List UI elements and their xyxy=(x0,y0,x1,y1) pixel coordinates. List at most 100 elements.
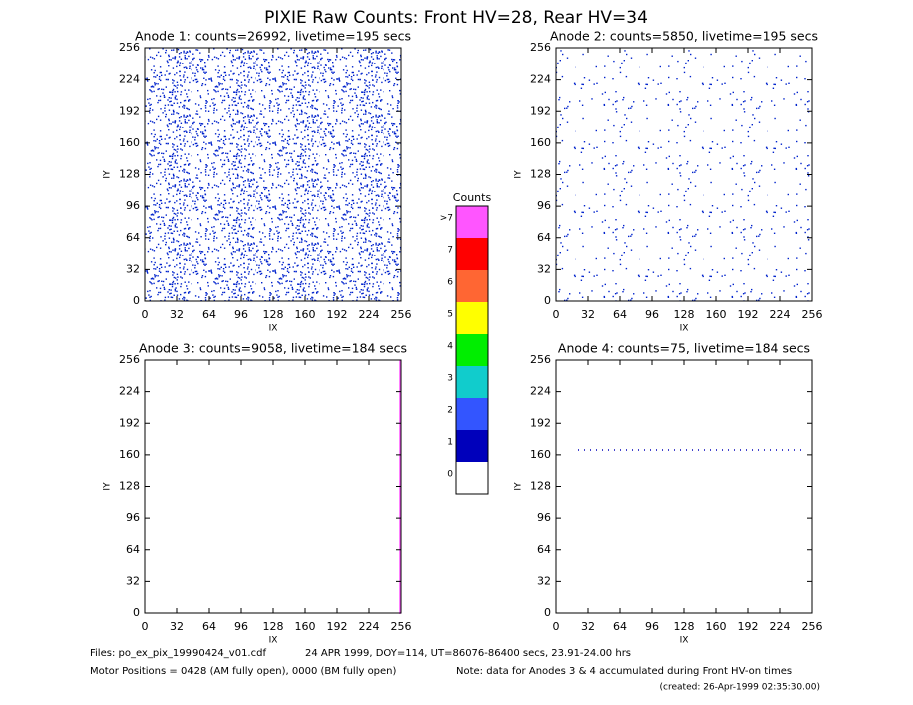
x-tick-label: 128 xyxy=(263,308,284,321)
colorbar-title: Counts xyxy=(453,191,492,204)
y-tick-label: 96 xyxy=(537,511,551,524)
x-tick-label: 256 xyxy=(802,308,823,321)
x-tick-label: 96 xyxy=(234,308,248,321)
y-tick-label: 160 xyxy=(530,136,551,149)
y-tick-label: 192 xyxy=(530,416,551,429)
y-tick-label: 128 xyxy=(119,168,140,181)
colorbar-label: >7 xyxy=(440,214,453,224)
x-tick-label: 224 xyxy=(770,620,791,633)
x-tick-label: 64 xyxy=(202,308,216,321)
y-tick-label: 0 xyxy=(133,606,140,619)
x-axis-label: IX xyxy=(269,324,278,334)
x-tick-label: 64 xyxy=(202,620,216,633)
x-tick-label: 32 xyxy=(581,308,595,321)
x-tick-label: 192 xyxy=(327,620,348,633)
x-tick-label: 192 xyxy=(738,308,759,321)
x-tick-label: 224 xyxy=(770,308,791,321)
panel-title: Anode 1: counts=26992, livetime=195 secs xyxy=(135,29,411,44)
y-tick-label: 192 xyxy=(530,104,551,117)
y-tick-label: 96 xyxy=(126,511,140,524)
y-tick-label: 0 xyxy=(133,294,140,307)
y-tick-label: 256 xyxy=(119,353,140,366)
x-tick-label: 128 xyxy=(263,620,284,633)
x-tick-label: 32 xyxy=(170,620,184,633)
x-tick-label: 256 xyxy=(802,620,823,633)
y-tick-label: 192 xyxy=(119,104,140,117)
colorbar-swatch xyxy=(456,366,488,398)
y-tick-label: 224 xyxy=(119,385,140,398)
y-tick-label: 224 xyxy=(119,73,140,86)
colorbar-swatch xyxy=(456,334,488,366)
colorbar-label: 0 xyxy=(447,470,453,480)
y-tick-label: 224 xyxy=(530,385,551,398)
colorbar-swatch xyxy=(456,270,488,302)
y-tick-label: 0 xyxy=(544,294,551,307)
x-tick-label: 160 xyxy=(706,308,727,321)
x-tick-label: 224 xyxy=(359,308,380,321)
y-tick-label: 128 xyxy=(119,480,140,493)
x-tick-label: 96 xyxy=(645,308,659,321)
x-tick-label: 160 xyxy=(295,308,316,321)
count-map xyxy=(556,48,812,301)
y-tick-label: 0 xyxy=(544,606,551,619)
x-tick-label: 160 xyxy=(706,620,727,633)
colorbar-label: 7 xyxy=(447,246,453,256)
colorbar-label: 3 xyxy=(447,374,453,384)
x-axis-label: IX xyxy=(680,636,689,646)
colorbar-swatch xyxy=(456,398,488,430)
plot-frame xyxy=(555,359,813,614)
y-tick-label: 32 xyxy=(126,262,140,275)
y-tick-label: 32 xyxy=(126,574,140,587)
panel-title: Anode 3: counts=9058, livetime=184 secs xyxy=(139,341,407,356)
x-tick-label: 0 xyxy=(553,308,560,321)
y-tick-label: 32 xyxy=(537,262,551,275)
y-tick-label: 96 xyxy=(537,199,551,212)
footer-created: (created: 26-Apr-1999 02:35:30.00) xyxy=(660,683,820,693)
y-tick-label: 192 xyxy=(119,416,140,429)
y-tick-label: 96 xyxy=(126,199,140,212)
panel-title: Anode 2: counts=5850, livetime=195 secs xyxy=(550,29,818,44)
x-tick-label: 96 xyxy=(234,620,248,633)
y-tick-label: 64 xyxy=(537,231,551,244)
x-tick-label: 192 xyxy=(327,308,348,321)
colorbar-swatch xyxy=(456,238,488,270)
x-tick-label: 256 xyxy=(391,620,412,633)
footer-files: Files: po_ex_pix_19990424_v01.cdf xyxy=(90,648,266,659)
x-tick-label: 0 xyxy=(142,308,149,321)
x-tick-label: 32 xyxy=(581,620,595,633)
x-tick-label: 96 xyxy=(645,620,659,633)
y-axis-label: IY xyxy=(103,482,113,491)
y-tick-label: 128 xyxy=(530,480,551,493)
y-tick-label: 256 xyxy=(530,353,551,366)
x-tick-label: 128 xyxy=(674,620,695,633)
x-tick-label: 64 xyxy=(613,620,627,633)
x-tick-label: 32 xyxy=(170,308,184,321)
count-map xyxy=(145,48,401,301)
y-tick-label: 32 xyxy=(537,574,551,587)
colorbar-label: 6 xyxy=(447,278,453,288)
colorbar-swatch xyxy=(456,206,488,238)
colorbar-label: 2 xyxy=(447,406,453,416)
colorbar-frame xyxy=(455,205,489,495)
colorbar-label: 4 xyxy=(447,342,453,352)
x-tick-label: 0 xyxy=(553,620,560,633)
x-tick-label: 64 xyxy=(613,308,627,321)
y-tick-label: 160 xyxy=(119,448,140,461)
y-tick-label: 160 xyxy=(119,136,140,149)
x-tick-label: 224 xyxy=(359,620,380,633)
x-tick-label: 0 xyxy=(142,620,149,633)
colorbar-label: 1 xyxy=(447,438,453,448)
colorbar-swatch xyxy=(456,430,488,462)
y-axis-label: IY xyxy=(514,482,524,491)
y-tick-label: 128 xyxy=(530,168,551,181)
y-tick-label: 64 xyxy=(537,543,551,556)
x-tick-label: 256 xyxy=(391,308,412,321)
x-tick-label: 192 xyxy=(738,620,759,633)
y-tick-label: 224 xyxy=(530,73,551,86)
x-axis-label: IX xyxy=(269,636,278,646)
y-tick-label: 160 xyxy=(530,448,551,461)
colorbar-label: 5 xyxy=(447,310,453,320)
x-axis-label: IX xyxy=(680,324,689,334)
x-tick-label: 160 xyxy=(295,620,316,633)
